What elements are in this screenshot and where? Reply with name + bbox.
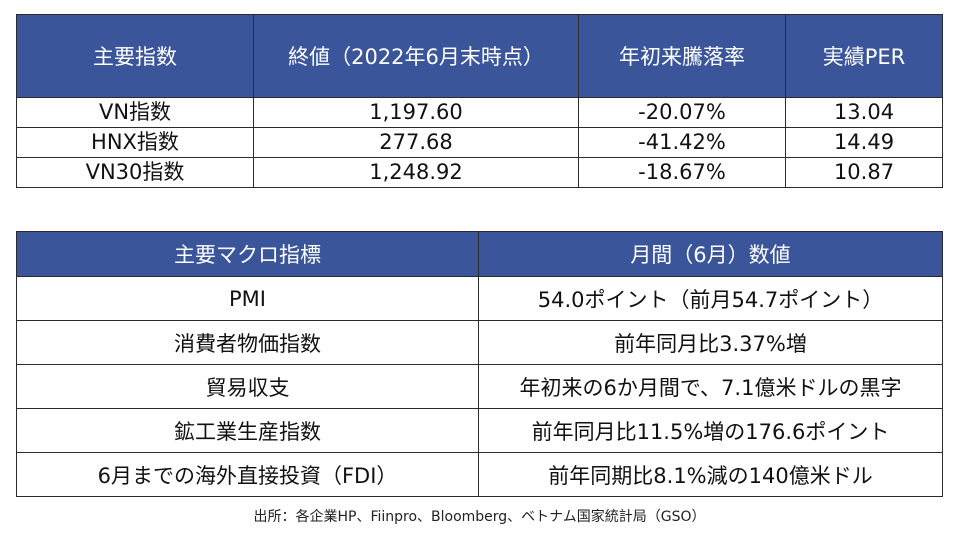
table-row: VN30指数 1,248.92 -18.67% 10.87 — [16, 157, 943, 188]
index-table-header-row: 主要指数 終値（2022年6月末時点） 年初来騰落率 実績PER — [16, 14, 943, 98]
macro-header-cell: 月間（6月）数値 — [478, 231, 943, 277]
indicator-value-cell: 前年同月比11.5%増の176.6ポイント — [478, 408, 943, 453]
table-row: HNX指数 277.68 -41.42% 14.49 — [16, 127, 943, 158]
table-row: VN指数 1,197.60 -20.07% 13.04 — [16, 97, 943, 128]
per-cell: 13.04 — [785, 97, 943, 128]
ytd-change-cell: -18.67% — [578, 157, 786, 188]
table-row: 6月までの海外直接投資（FDI） 前年同期比8.1%減の140億米ドル — [16, 452, 943, 497]
table-row: PMI 54.0ポイント（前月54.7ポイント） — [16, 276, 943, 321]
per-cell: 14.49 — [785, 127, 943, 158]
macro-table: 主要マクロ指標 月間（6月）数値 PMI 54.0ポイント（前月54.7ポイント… — [16, 231, 943, 497]
indicator-value-cell: 年初来の6か月間で、7.1億米ドルの黒字 — [478, 364, 943, 409]
ytd-change-cell: -20.07% — [578, 97, 786, 128]
index-name-cell: VN30指数 — [16, 157, 254, 188]
index-name-cell: HNX指数 — [16, 127, 254, 158]
indicator-name-cell: 鉱工業生産指数 — [16, 408, 479, 453]
table-row: 貿易収支 年初来の6か月間で、7.1億米ドルの黒字 — [16, 364, 943, 409]
index-header-cell: 主要指数 — [16, 14, 254, 98]
source-note: 出所：各企業HP、Fiinpro、Bloomberg、ベトナム国家統計局（GSO… — [253, 509, 706, 525]
indicator-name-cell: 消費者物価指数 — [16, 320, 479, 365]
indicator-value-cell: 前年同月比3.37%増 — [478, 320, 943, 365]
close-value-cell: 1,197.60 — [253, 97, 579, 128]
per-cell: 10.87 — [785, 157, 943, 188]
index-table: 主要指数 終値（2022年6月末時点） 年初来騰落率 実績PER VN指数 1,… — [16, 14, 943, 188]
index-header-cell: 終値（2022年6月末時点） — [253, 14, 579, 98]
macro-table-header-row: 主要マクロ指標 月間（6月）数値 — [16, 231, 943, 277]
indicator-name-cell: PMI — [16, 276, 479, 321]
close-value-cell: 1,248.92 — [253, 157, 579, 188]
table-row: 鉱工業生産指数 前年同月比11.5%増の176.6ポイント — [16, 408, 943, 453]
close-value-cell: 277.68 — [253, 127, 579, 158]
indicator-name-cell: 6月までの海外直接投資（FDI） — [16, 452, 479, 497]
index-header-cell: 年初来騰落率 — [578, 14, 786, 98]
indicator-value-cell: 54.0ポイント（前月54.7ポイント） — [478, 276, 943, 321]
index-name-cell: VN指数 — [16, 97, 254, 128]
table-row: 消費者物価指数 前年同月比3.37%増 — [16, 320, 943, 365]
macro-header-cell: 主要マクロ指標 — [16, 231, 479, 277]
indicator-name-cell: 貿易収支 — [16, 364, 479, 409]
ytd-change-cell: -41.42% — [578, 127, 786, 158]
index-header-cell: 実績PER — [785, 14, 943, 98]
indicator-value-cell: 前年同期比8.1%減の140億米ドル — [478, 452, 943, 497]
